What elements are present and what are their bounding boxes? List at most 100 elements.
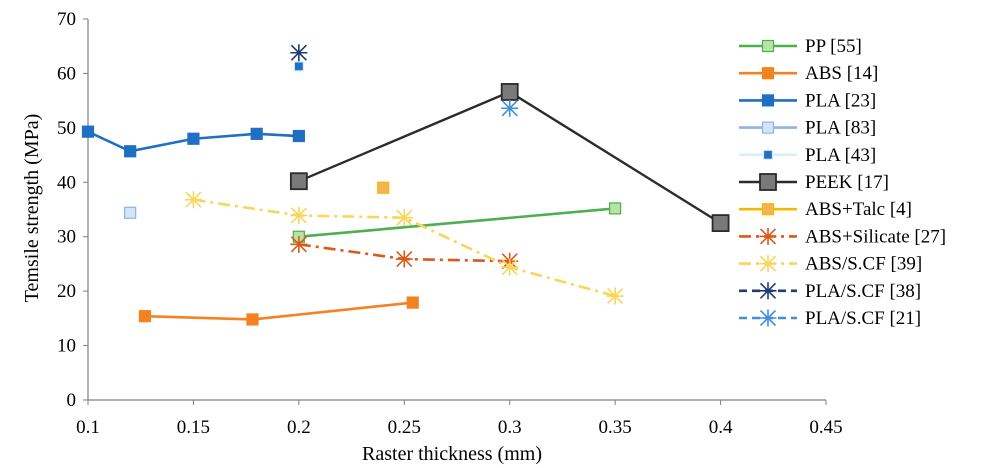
star-strokes: [395, 250, 413, 268]
star-strokes: [501, 99, 519, 117]
data-point: [377, 181, 390, 194]
x-tick-label: 0.4: [709, 417, 733, 438]
star-strokes: [759, 227, 777, 245]
legend-label: PLA [83]: [805, 118, 876, 139]
series-3: [81, 125, 305, 158]
legend-swatch-marker: [759, 173, 777, 191]
legend-label: PP [55]: [805, 36, 862, 57]
series-10: [290, 44, 308, 62]
legend-item: ABS [14]: [739, 63, 878, 84]
data-point: [124, 145, 137, 158]
x-axis-title: Raster thickness (mm): [362, 443, 542, 465]
y-tick-label: 0: [67, 390, 77, 411]
legend-item: ABS/S.CF [39]: [739, 254, 922, 275]
data-point: [184, 191, 202, 209]
series-line: [298, 207, 616, 239]
data-point: [606, 287, 624, 305]
star-strokes: [290, 206, 308, 224]
legend-swatch-marker: [761, 67, 775, 80]
legend-label: PLA [43]: [805, 145, 876, 166]
y-axis-title: Temsile strength (MPa): [21, 114, 43, 303]
legend-item: PEEK [17]: [739, 172, 889, 193]
data-point: [246, 313, 259, 326]
data-point: [501, 258, 519, 276]
legend-swatch-marker: [762, 149, 774, 160]
y-tick-label: 60: [57, 63, 76, 84]
data-point: [711, 214, 730, 233]
legend-swatch-marker: [759, 227, 777, 245]
series-4: [124, 206, 137, 219]
legend-label: ABS/S.CF [39]: [805, 254, 922, 275]
x-tick-label: 0.2: [287, 417, 311, 438]
y-tick-label: 20: [57, 281, 76, 302]
legend-label: PEEK [17]: [805, 172, 889, 193]
axes: 0.1 0.15 0.2 0.25 0.3 0.35 0.4 0.45 0 10 20 30 40 50 6…: [57, 9, 843, 438]
series-9: [184, 191, 624, 305]
star-strokes: [290, 44, 308, 62]
star-strokes: [759, 282, 777, 300]
series-1: [292, 202, 622, 243]
y-tick-label: 30: [57, 227, 76, 248]
data-point: [290, 206, 308, 224]
star-strokes: [606, 287, 624, 305]
star-strokes: [184, 191, 202, 209]
legend-label: ABS [14]: [805, 63, 878, 84]
x-tick-label: 0.45: [809, 417, 842, 438]
data-point: [501, 99, 519, 117]
data-point: [290, 44, 308, 62]
data-point: [124, 206, 137, 219]
star-strokes: [501, 258, 519, 276]
y-tick-label: 40: [57, 172, 76, 193]
x-tick-label: 0.15: [177, 417, 210, 438]
legend-swatch-marker: [761, 39, 775, 53]
x-tick-label: 0.3: [498, 417, 522, 438]
plot-area: [81, 44, 730, 326]
series-11: [501, 99, 519, 117]
legend-swatch-marker: [759, 309, 777, 327]
legend-label: PLA/S.CF [21]: [805, 308, 921, 329]
data-point: [290, 235, 308, 253]
star-strokes: [395, 209, 413, 227]
legend-item: PLA [23]: [739, 90, 876, 111]
series-8: [290, 235, 519, 270]
legend-item: PLA [43]: [739, 145, 876, 166]
data-point: [289, 172, 308, 191]
series-line: [144, 301, 413, 321]
data-point: [187, 132, 200, 145]
data-point: [138, 310, 152, 323]
legend-swatch-marker: [761, 94, 775, 107]
legend-item: PLA/S.CF [38]: [739, 281, 921, 302]
star-strokes: [290, 235, 308, 253]
series-6: [289, 83, 730, 233]
data-point: [609, 202, 622, 215]
data-point: [292, 129, 305, 143]
data-point: [293, 61, 304, 72]
legend-item: PP [55]: [739, 36, 862, 57]
star-strokes: [759, 255, 777, 273]
data-point: [406, 296, 419, 309]
data-point: [395, 209, 413, 227]
y-tick-label: 70: [57, 9, 76, 30]
star-strokes: [759, 309, 777, 327]
data-point: [250, 127, 263, 140]
legend-label: ABS+Silicate [27]: [805, 226, 946, 247]
series-2: [138, 296, 419, 326]
legend: PP [55] ABS [14] PLA [23] PLA [83] PLA [43] P…: [739, 36, 946, 329]
legend-swatch-marker: [759, 282, 777, 300]
series-5: [293, 61, 304, 72]
legend-swatch-marker: [761, 203, 775, 216]
legend-item: PLA [83]: [739, 118, 876, 139]
legend-label: PLA [23]: [805, 90, 876, 111]
legend-item: PLA/S.CF [21]: [739, 308, 921, 329]
data-point: [395, 250, 413, 268]
data-point: [500, 83, 519, 101]
y-tick-label: 10: [57, 336, 76, 357]
legend-item: ABS+Silicate [27]: [739, 226, 946, 247]
x-tick-label: 0.1: [76, 417, 100, 438]
legend-item: ABS+Talc [4]: [739, 199, 912, 220]
legend-swatch-marker: [759, 255, 777, 273]
legend-label: PLA/S.CF [38]: [805, 281, 921, 302]
legend-label: ABS+Talc [4]: [805, 199, 912, 220]
series-7: [377, 181, 390, 194]
